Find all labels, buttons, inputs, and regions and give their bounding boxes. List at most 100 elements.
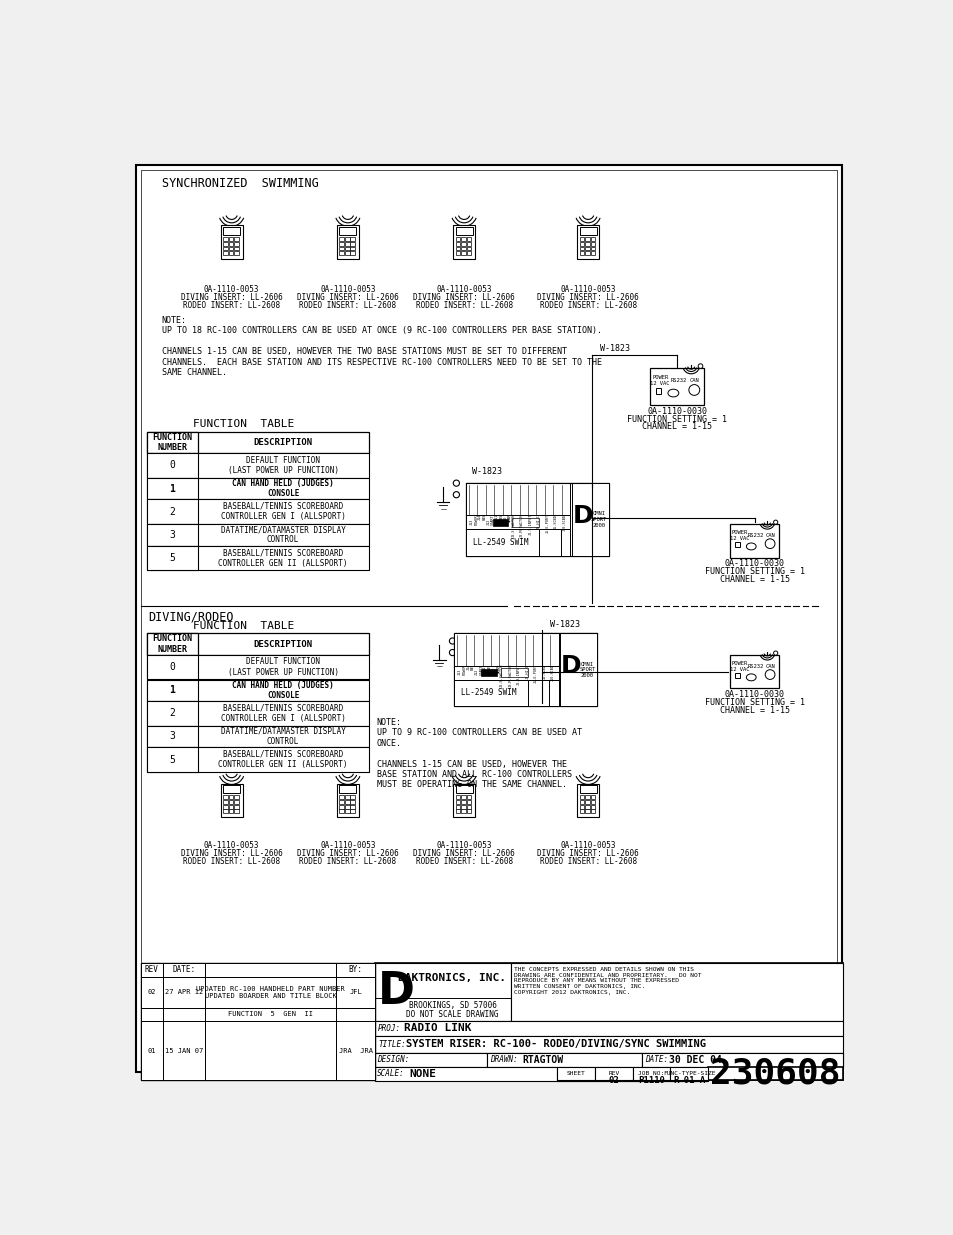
Bar bbox=[579, 251, 583, 254]
Bar bbox=[205, 1021, 335, 1079]
Bar bbox=[233, 247, 238, 251]
Bar bbox=[584, 809, 589, 814]
Bar bbox=[147, 679, 197, 701]
Bar bbox=[223, 785, 240, 793]
Bar bbox=[162, 1021, 205, 1079]
Text: DIVING INSERT: LL-2606: DIVING INSERT: LL-2606 bbox=[296, 293, 398, 303]
Bar bbox=[345, 247, 349, 251]
Bar bbox=[649, 368, 703, 405]
Text: W-1823: W-1823 bbox=[599, 343, 630, 353]
Bar bbox=[147, 431, 197, 453]
Text: 15 JAN 07: 15 JAN 07 bbox=[165, 1047, 203, 1053]
Bar bbox=[579, 795, 583, 799]
Bar bbox=[339, 251, 344, 254]
Text: 0A-1110-0053: 0A-1110-0053 bbox=[436, 841, 492, 850]
Bar bbox=[335, 963, 375, 977]
Text: RS232: RS232 bbox=[670, 378, 686, 383]
Bar bbox=[456, 809, 459, 814]
Text: RODEO INSERT: LL-2608: RODEO INSERT: LL-2608 bbox=[183, 300, 280, 310]
Bar bbox=[590, 237, 595, 241]
Text: 2: 2 bbox=[170, 709, 175, 719]
Text: DIVING INSERT: LL-2606: DIVING INSERT: LL-2606 bbox=[413, 293, 515, 303]
Bar bbox=[205, 963, 335, 977]
Text: J14
FAS: J14 FAS bbox=[466, 664, 475, 671]
Bar bbox=[147, 634, 197, 655]
Bar bbox=[229, 247, 233, 251]
Bar bbox=[375, 1053, 842, 1067]
Text: RODEO INSERT: LL-2608: RODEO INSERT: LL-2608 bbox=[416, 857, 512, 866]
Bar bbox=[339, 800, 344, 804]
Text: D: D bbox=[560, 655, 580, 678]
Text: DIVING/RODEO: DIVING/RODEO bbox=[149, 610, 233, 624]
Bar bbox=[229, 242, 233, 246]
Bar bbox=[590, 800, 595, 804]
Bar bbox=[335, 977, 375, 1008]
Text: R-01-A: R-01-A bbox=[673, 1076, 705, 1084]
Bar bbox=[456, 795, 459, 799]
Text: FUNCTION SETTING = 1: FUNCTION SETTING = 1 bbox=[626, 415, 726, 424]
Bar bbox=[147, 524, 369, 546]
Text: FUNCTION
NUMBER: FUNCTION NUMBER bbox=[152, 635, 193, 653]
Text: RODEO INSERT: LL-2608: RODEO INSERT: LL-2608 bbox=[539, 857, 636, 866]
Bar bbox=[223, 800, 228, 804]
Bar bbox=[584, 242, 589, 246]
Text: DESCRIPTION: DESCRIPTION bbox=[253, 438, 313, 447]
Text: J14
FAS: J14 FAS bbox=[477, 514, 486, 520]
Bar bbox=[335, 1008, 375, 1021]
Bar bbox=[335, 1021, 375, 1079]
Text: BASEBALL/TENNIS SCOREBOARD
CONTROLLER GEN I (ALLSPORT): BASEBALL/TENNIS SCOREBOARD CONTROLLER GE… bbox=[220, 501, 345, 521]
Bar bbox=[456, 785, 472, 793]
Bar bbox=[229, 805, 233, 809]
Bar bbox=[590, 805, 595, 809]
Text: 2: 2 bbox=[170, 506, 175, 516]
Text: DESCRIPTION: DESCRIPTION bbox=[253, 640, 313, 648]
Bar bbox=[584, 247, 589, 251]
Bar bbox=[147, 453, 369, 478]
Bar bbox=[579, 800, 583, 804]
Bar bbox=[233, 805, 238, 809]
Text: J8-M-SWITCH: J8-M-SWITCH bbox=[519, 514, 524, 537]
Text: CAN HAND HELD (JUDGES)
CONSOLE: CAN HAND HELD (JUDGES) CONSOLE bbox=[232, 479, 334, 498]
Bar bbox=[339, 227, 356, 235]
Bar bbox=[223, 795, 228, 799]
Text: CHANNEL = 1-15: CHANNEL = 1-15 bbox=[641, 422, 712, 431]
Bar bbox=[456, 805, 459, 809]
Bar bbox=[454, 679, 558, 706]
Bar bbox=[229, 237, 233, 241]
Bar bbox=[454, 634, 558, 666]
Text: W-1823: W-1823 bbox=[472, 467, 501, 477]
Text: DEFAULT FUNCTION
(LAST POWER UP FUNCTION): DEFAULT FUNCTION (LAST POWER UP FUNCTION… bbox=[228, 456, 338, 475]
Bar bbox=[453, 783, 475, 818]
Text: 0A-1110-0030: 0A-1110-0030 bbox=[646, 408, 706, 416]
Bar bbox=[466, 247, 471, 251]
Bar bbox=[670, 1067, 707, 1081]
Text: PROJ:: PROJ: bbox=[377, 1024, 401, 1032]
Bar bbox=[345, 251, 349, 254]
Bar bbox=[454, 634, 597, 706]
Bar bbox=[233, 242, 238, 246]
Bar bbox=[465, 483, 608, 556]
Text: POWER
12 VAC: POWER 12 VAC bbox=[650, 375, 669, 387]
Text: 01: 01 bbox=[148, 1047, 156, 1053]
Bar bbox=[493, 519, 508, 526]
Bar bbox=[584, 805, 589, 809]
Text: J8-S-INPUT: J8-S-INPUT bbox=[528, 514, 532, 535]
Bar bbox=[557, 1067, 595, 1081]
Text: DATATIME/DATAMASTER DISPLAY
CONTROL: DATATIME/DATAMASTER DISPLAY CONTROL bbox=[220, 726, 345, 746]
Bar bbox=[205, 1008, 335, 1021]
Bar bbox=[577, 225, 598, 259]
Bar bbox=[336, 783, 358, 818]
Text: LL-2549 SWIM: LL-2549 SWIM bbox=[473, 538, 528, 547]
Text: DESIGN:: DESIGN: bbox=[377, 1056, 409, 1065]
Text: UPDATED RC-100 HANDHELD PART NUMBER
UPDATED BOARDER AND TITLE BLOCK: UPDATED RC-100 HANDHELD PART NUMBER UPDA… bbox=[196, 986, 345, 999]
Bar bbox=[339, 805, 344, 809]
Text: DATE:: DATE: bbox=[172, 966, 195, 974]
Text: RODEO INSERT: LL-2608: RODEO INSERT: LL-2608 bbox=[183, 857, 280, 866]
Bar bbox=[590, 795, 595, 799]
Text: J8-HI-C: J8-HI-C bbox=[525, 664, 529, 679]
Bar bbox=[460, 809, 465, 814]
Text: J11
FAS: J11 FAS bbox=[483, 664, 492, 671]
Bar bbox=[527, 679, 549, 706]
Bar bbox=[466, 251, 471, 254]
Bar bbox=[339, 237, 344, 241]
